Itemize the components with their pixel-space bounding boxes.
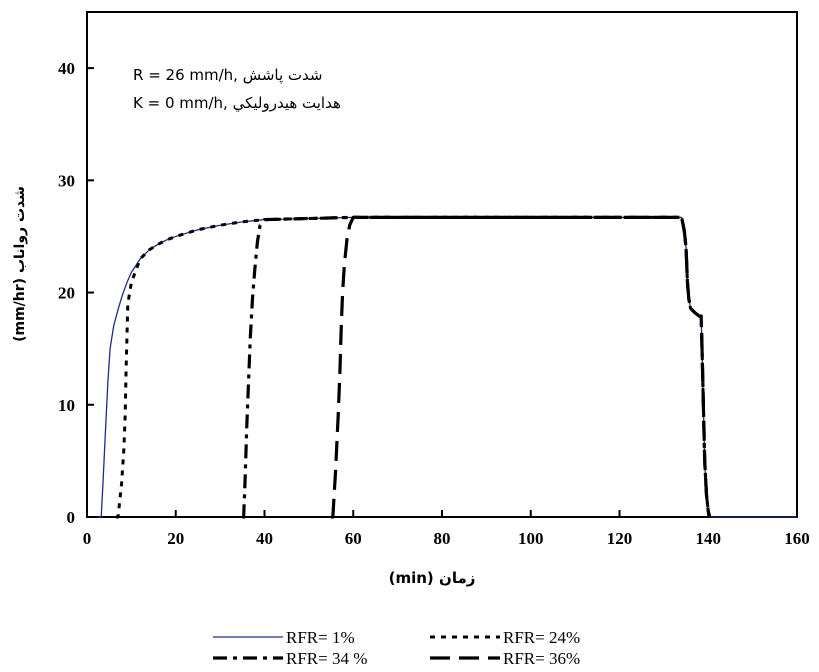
x-tick-label: 120 bbox=[607, 529, 633, 548]
y-tick-label: 40 bbox=[58, 59, 75, 78]
annotation-rainfall: R = 26 mm/h, شدت پاشش bbox=[133, 66, 322, 85]
legend-label-rfr-36: RFR= 36% bbox=[503, 649, 580, 668]
y-tick-label: 10 bbox=[58, 396, 75, 415]
legend: RFR= 1% RFR= 24% RFR= 34 % RFR= 36% bbox=[213, 628, 580, 668]
x-tick-label: 0 bbox=[83, 529, 92, 548]
series-line-rfr-36 bbox=[331, 215, 712, 519]
annotation-conductivity: K = 0 mm/h, هدايت هيدروليكي bbox=[133, 94, 341, 113]
y-tick-label: 20 bbox=[58, 284, 75, 303]
legend-label-rfr-1: RFR= 1% bbox=[286, 628, 355, 647]
y-axis-title: (mm/hr) شدت رواناب bbox=[12, 186, 28, 342]
x-tick-label: 100 bbox=[518, 529, 544, 548]
x-axis-title: (min) زمان bbox=[389, 569, 476, 587]
tick-labels: 0 20 40 60 80 100 120 140 160 0 10 20 30 40 bbox=[58, 59, 810, 548]
x-tick-label: 80 bbox=[434, 529, 451, 548]
x-tick-label: 60 bbox=[345, 529, 362, 548]
x-tick-label: 20 bbox=[167, 529, 184, 548]
x-tick-label: 40 bbox=[256, 529, 273, 548]
series-line-rfr-24 bbox=[115, 215, 712, 519]
legend-label-rfr-34: RFR= 34 % bbox=[286, 649, 367, 668]
series-line-rfr-34 bbox=[242, 215, 712, 519]
axis-ticks bbox=[86, 67, 798, 518]
series-lines bbox=[97, 215, 797, 519]
y-tick-label: 30 bbox=[58, 171, 75, 190]
plot-area bbox=[86, 11, 798, 518]
x-tick-label: 160 bbox=[784, 529, 810, 548]
x-tick-label: 140 bbox=[696, 529, 722, 548]
series-line-rfr-1 bbox=[97, 216, 797, 518]
y-tick-label: 0 bbox=[67, 508, 76, 527]
legend-label-rfr-24: RFR= 24% bbox=[503, 628, 580, 647]
